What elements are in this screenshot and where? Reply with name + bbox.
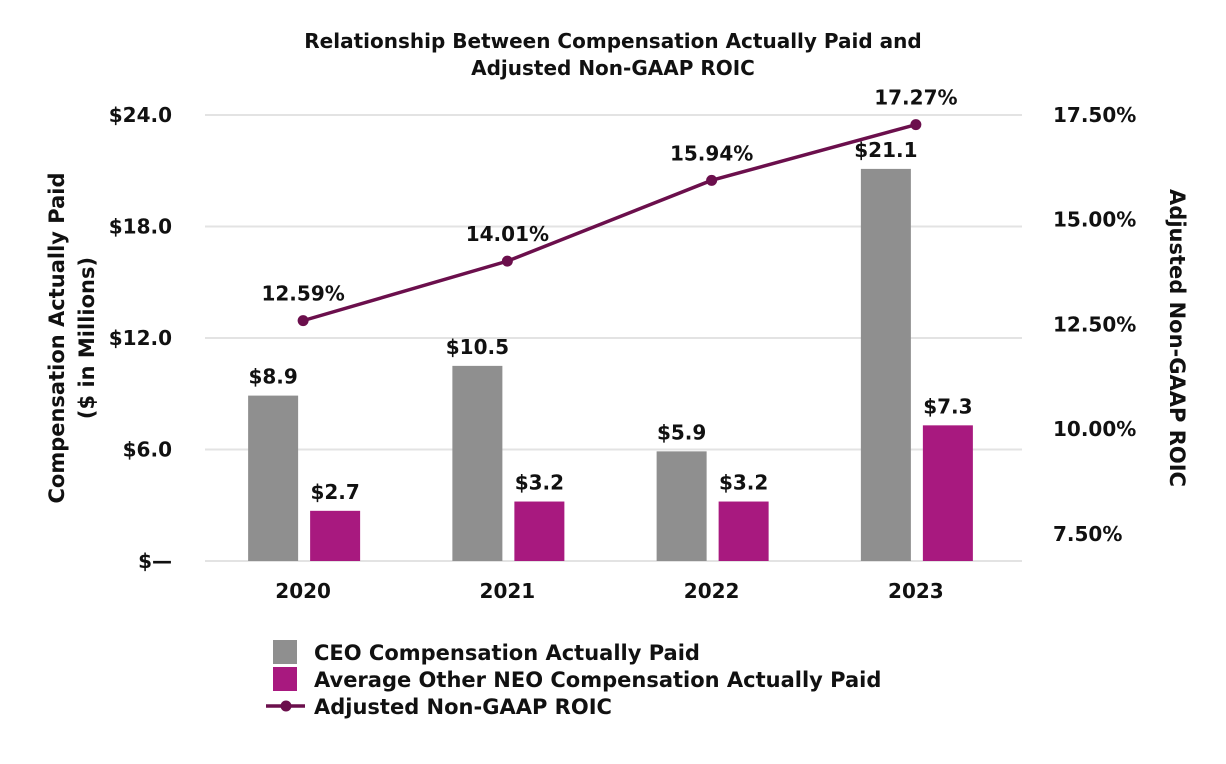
- bar-data-label: $5.9: [657, 420, 706, 444]
- line-data-label: 15.94%: [670, 141, 753, 165]
- bar-data-label: $21.1: [854, 138, 917, 162]
- y-tick-label: $6.0: [123, 438, 172, 462]
- roic-point: [501, 255, 513, 267]
- roic-line: [302, 122, 917, 323]
- bar-ceo: [656, 451, 707, 561]
- x-tick-label: 2021: [480, 579, 536, 603]
- chart-title: Relationship Between Compensation Actual…: [304, 29, 921, 53]
- x-tick-label: 2022: [684, 579, 740, 603]
- roic-point: [706, 174, 718, 186]
- legend-marker-icon: [280, 700, 292, 712]
- y2-tick-label: 12.50%: [1053, 312, 1136, 336]
- legend-swatch: [273, 640, 297, 664]
- line-data-label: 12.59%: [261, 282, 344, 306]
- x-tick-label: 2020: [275, 579, 331, 603]
- line-data-label: 17.27%: [874, 86, 957, 110]
- roic-point: [910, 119, 922, 131]
- legend-label: Adjusted Non-GAAP ROIC: [314, 695, 612, 719]
- y-tick-label: $18.0: [109, 215, 172, 239]
- legend-label: Average Other NEO Compensation Actually …: [314, 668, 881, 692]
- roic-point: [297, 315, 309, 327]
- bar-neo: [718, 501, 769, 561]
- line-data-label: 14.01%: [466, 222, 549, 246]
- chart-title: Adjusted Non-GAAP ROIC: [471, 56, 755, 80]
- bar-data-label: $8.9: [248, 365, 297, 389]
- legend-swatch: [273, 667, 297, 691]
- y-tick-label: $—: [138, 549, 172, 573]
- y-tick-label: $12.0: [109, 326, 172, 350]
- bar-ceo: [248, 395, 299, 561]
- bar-data-label: $3.2: [515, 471, 564, 495]
- bar-data-label: $10.5: [446, 335, 509, 359]
- bar-data-label: $2.7: [310, 480, 359, 504]
- x-tick-label: 2023: [888, 579, 944, 603]
- y2-tick-label: 10.00%: [1053, 417, 1136, 441]
- y-axis-title: Compensation Actually Paid: [45, 172, 69, 503]
- bar-neo: [514, 501, 565, 561]
- y-axis-title: ($ in Millions): [75, 257, 99, 419]
- y-tick-label: $24.0: [109, 103, 172, 127]
- legend-label: CEO Compensation Actually Paid: [314, 641, 700, 665]
- y2-tick-label: 7.50%: [1053, 522, 1122, 546]
- y2-tick-label: 15.00%: [1053, 208, 1136, 232]
- y2-axis-title: Adjusted Non-GAAP ROIC: [1165, 189, 1189, 487]
- bar-ceo: [452, 365, 503, 561]
- bar-data-label: $3.2: [719, 471, 768, 495]
- y2-tick-label: 17.50%: [1053, 103, 1136, 127]
- bar-data-label: $7.3: [923, 394, 972, 418]
- bar-ceo: [860, 168, 911, 561]
- bar-neo: [922, 425, 973, 561]
- bar-neo: [310, 510, 361, 561]
